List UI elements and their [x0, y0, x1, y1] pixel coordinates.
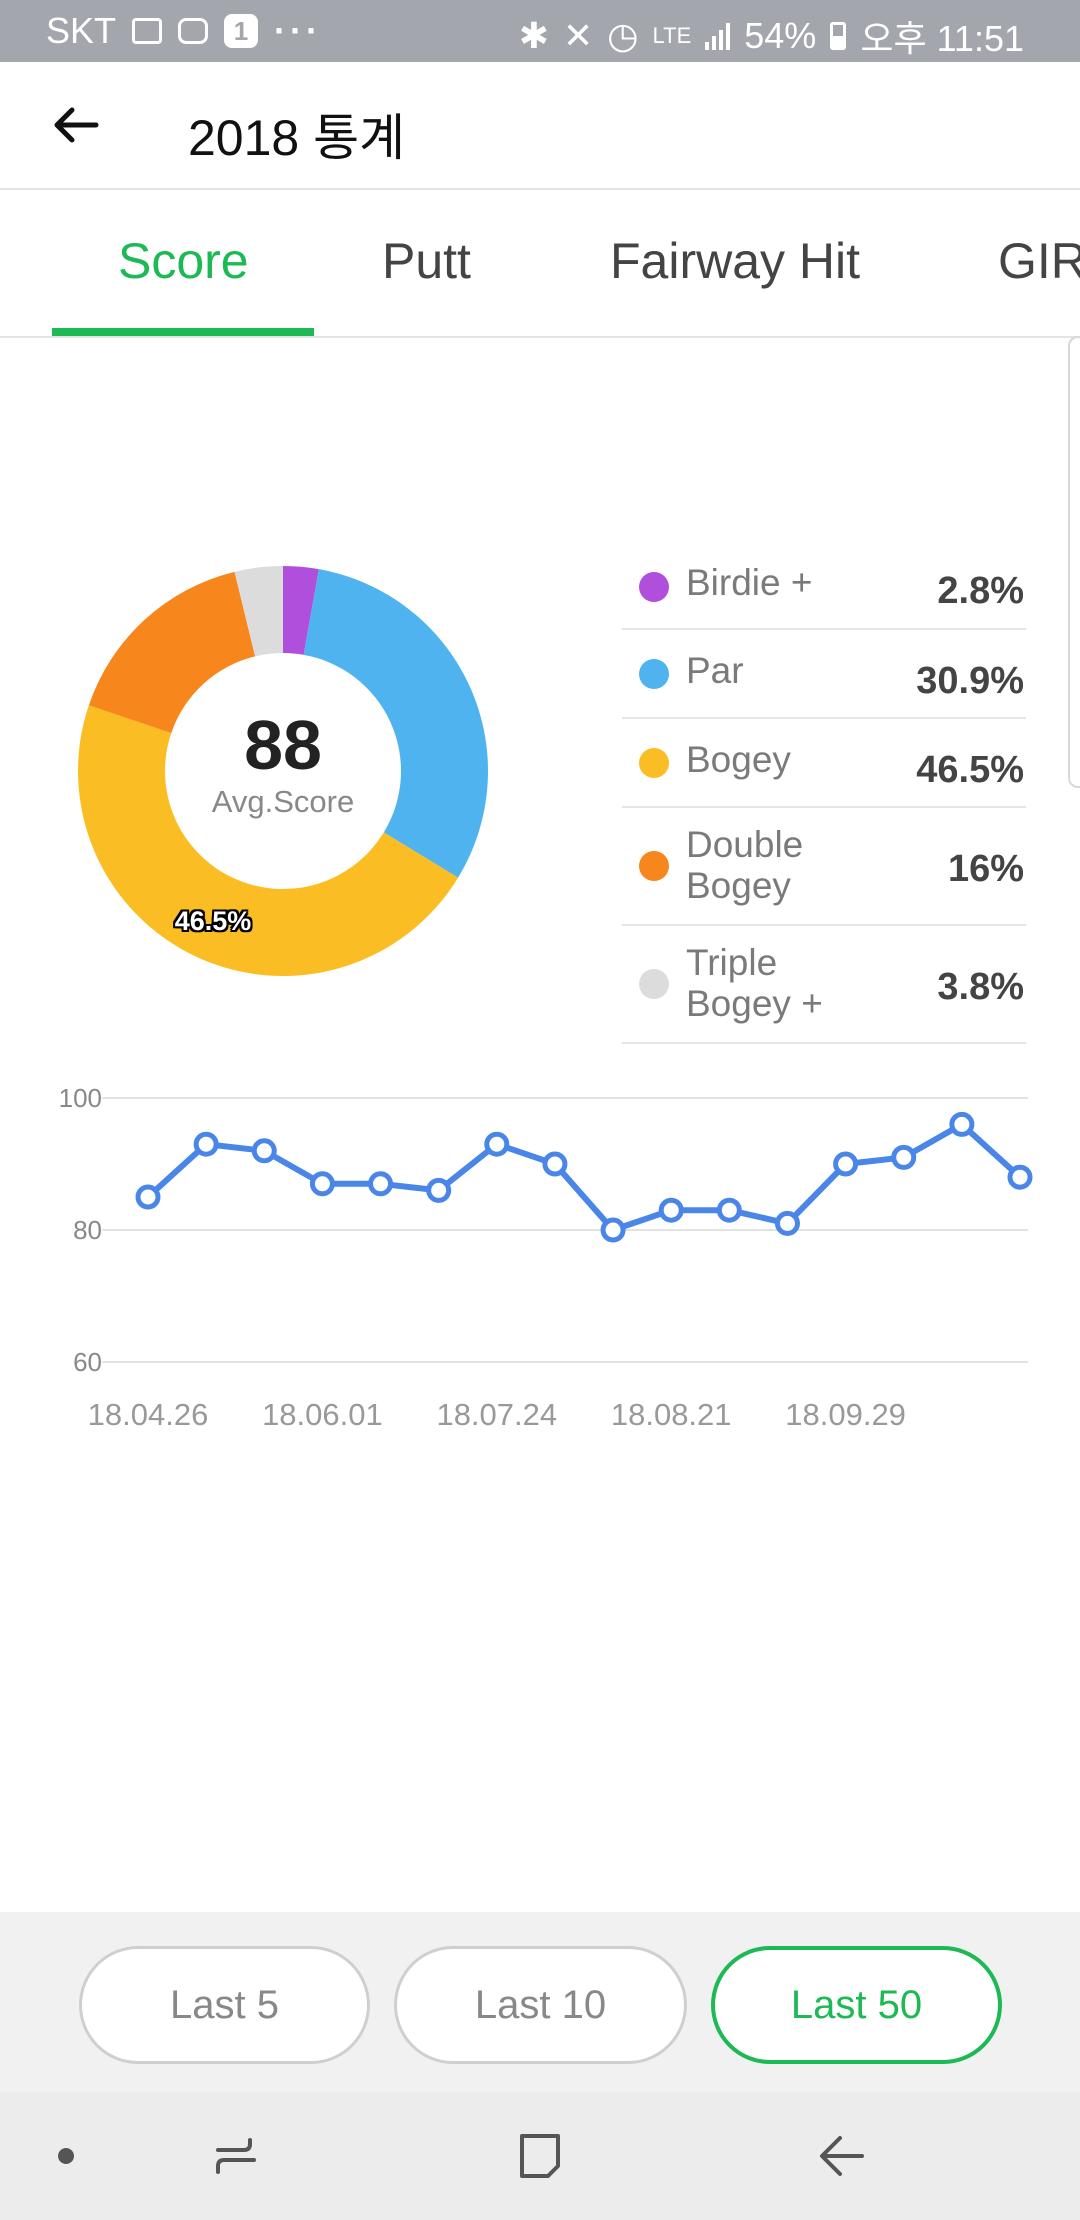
tab-bar: Score Putt Fairway Hit GIR — [0, 190, 1080, 338]
bogey-slice-label: 46.5% — [174, 906, 252, 936]
data-point[interactable] — [949, 1111, 975, 1137]
data-point[interactable] — [368, 1171, 394, 1197]
mute-icon: ✕ — [562, 15, 594, 56]
tab-fairway-hit[interactable]: Fairway Hit — [610, 233, 861, 289]
active-tab-indicator — [52, 328, 314, 336]
donut-slice-triple-bogey — [234, 566, 283, 657]
data-point[interactable] — [484, 1131, 510, 1157]
back-icon[interactable] — [812, 2126, 872, 2186]
x-tick-label: 18.07.24 — [436, 1397, 557, 1432]
data-point[interactable] — [1007, 1164, 1033, 1190]
legend-item-bogey: Bogey 46.5% — [622, 719, 1026, 808]
carrier-label: SKT — [46, 10, 117, 51]
donut-slice-par — [303, 569, 488, 878]
score-trend-line-chart: 60 80 100 18.04.26 18.06.01 18.07.24 18.08.21 1… — [59, 1083, 1033, 1432]
legend-dot-par — [639, 659, 669, 689]
alarm-icon: ◷ — [607, 15, 639, 56]
last-10-button[interactable]: Last 10 — [394, 1946, 687, 2064]
last-50-button[interactable]: Last 50 — [711, 1946, 1002, 2064]
score-distribution-donut — [78, 566, 488, 976]
x-tick-label: 18.08.21 — [611, 1397, 732, 1432]
data-point[interactable] — [193, 1131, 219, 1157]
data-point[interactable] — [716, 1197, 742, 1223]
more-notifications-icon: ··· — [274, 10, 322, 51]
edge-panel-handle[interactable] — [1068, 336, 1080, 788]
legend-dot-birdie — [639, 572, 669, 602]
tab-putt[interactable]: Putt — [382, 233, 471, 289]
recent-apps-icon[interactable] — [208, 2126, 268, 2186]
data-point[interactable] — [309, 1171, 335, 1197]
dot-icon — [58, 2148, 74, 2164]
avg-score-label: Avg.Score — [211, 784, 355, 819]
status-bar: SKT 1 ··· ✱ ✕ ◷ LTE 54% 오후 11:51 — [0, 0, 1080, 62]
arrow-left-icon[interactable] — [48, 98, 102, 152]
x-tick-label: 18.06.01 — [262, 1397, 383, 1432]
legend-value-par: 30.9% — [916, 660, 1024, 702]
avg-score-value: 88 — [244, 706, 322, 784]
legend-value-bogey: 46.5% — [916, 749, 1024, 791]
range-filter-bar: Last 5 Last 10 Last 50 — [0, 1912, 1080, 2092]
y-tick-label: 60 — [73, 1347, 102, 1377]
app-bar: 2018 통계 — [0, 62, 1080, 190]
x-tick-label: 18.04.26 — [88, 1397, 209, 1432]
signal-icon — [705, 22, 731, 50]
clock: 오후 11:51 — [860, 18, 1024, 59]
legend-dot-double-bogey — [639, 851, 669, 881]
data-point[interactable] — [658, 1197, 684, 1223]
data-point[interactable] — [600, 1217, 626, 1243]
gallery-icon — [132, 18, 163, 44]
data-point[interactable] — [426, 1177, 452, 1203]
data-point[interactable] — [774, 1210, 800, 1236]
tab-score[interactable]: Score — [118, 233, 249, 289]
status-right: ✱ ✕ ◷ LTE 54% 오후 11:51 — [519, 10, 1024, 62]
battery-percent: 54% — [744, 15, 817, 56]
page-title: 2018 통계 — [188, 110, 406, 166]
donut-slice-double-bogey — [88, 571, 256, 734]
status-left: SKT 1 ··· — [46, 10, 322, 52]
legend-label-bogey: Bogey — [686, 739, 791, 780]
legend-value-birdie: 2.8% — [937, 570, 1024, 612]
score-series-line — [145, 1121, 1023, 1233]
legend-label-double-bogey: Double Bogey — [686, 824, 804, 906]
legend-value-triple-bogey: 3.8% — [937, 966, 1024, 1008]
legend-label-birdie: Birdie + — [686, 562, 813, 603]
data-point[interactable] — [891, 1144, 917, 1170]
notification-badge: 1 — [224, 14, 259, 48]
legend-item-triple-bogey: Triple Bogey + 3.8% — [622, 926, 1026, 1044]
legend-dot-bogey — [639, 748, 669, 778]
data-point[interactable] — [135, 1184, 161, 1210]
donut-slice-birdie — [283, 566, 319, 655]
data-point[interactable] — [833, 1151, 859, 1177]
y-tick-label: 80 — [73, 1215, 102, 1245]
data-point[interactable] — [542, 1151, 568, 1177]
x-tick-label: 18.09.29 — [785, 1397, 906, 1432]
tab-gir[interactable]: GIR — [998, 233, 1080, 289]
legend-item-par: Par 30.9% — [622, 630, 1026, 719]
home-icon[interactable] — [510, 2126, 570, 2186]
lte-label: LTE — [652, 23, 692, 48]
legend-dot-triple-bogey — [639, 969, 669, 999]
legend-label-par: Par — [686, 650, 744, 691]
battery-icon — [830, 22, 847, 50]
bluetooth-icon: ✱ — [518, 15, 549, 56]
youtube-icon — [178, 18, 209, 44]
last-5-button[interactable]: Last 5 — [79, 1946, 370, 2064]
y-tick-label: 100 — [59, 1083, 102, 1113]
system-nav-bar — [0, 2092, 1080, 2220]
data-point[interactable] — [251, 1138, 277, 1164]
legend-item-double-bogey: Double Bogey 16% — [622, 808, 1026, 926]
legend-value-double-bogey: 16% — [947, 848, 1024, 890]
legend-item-birdie: Birdie + 2.8% — [622, 548, 1026, 630]
legend-label-triple-bogey: Triple Bogey + — [686, 942, 823, 1024]
donut-slice-bogey — [78, 705, 459, 976]
